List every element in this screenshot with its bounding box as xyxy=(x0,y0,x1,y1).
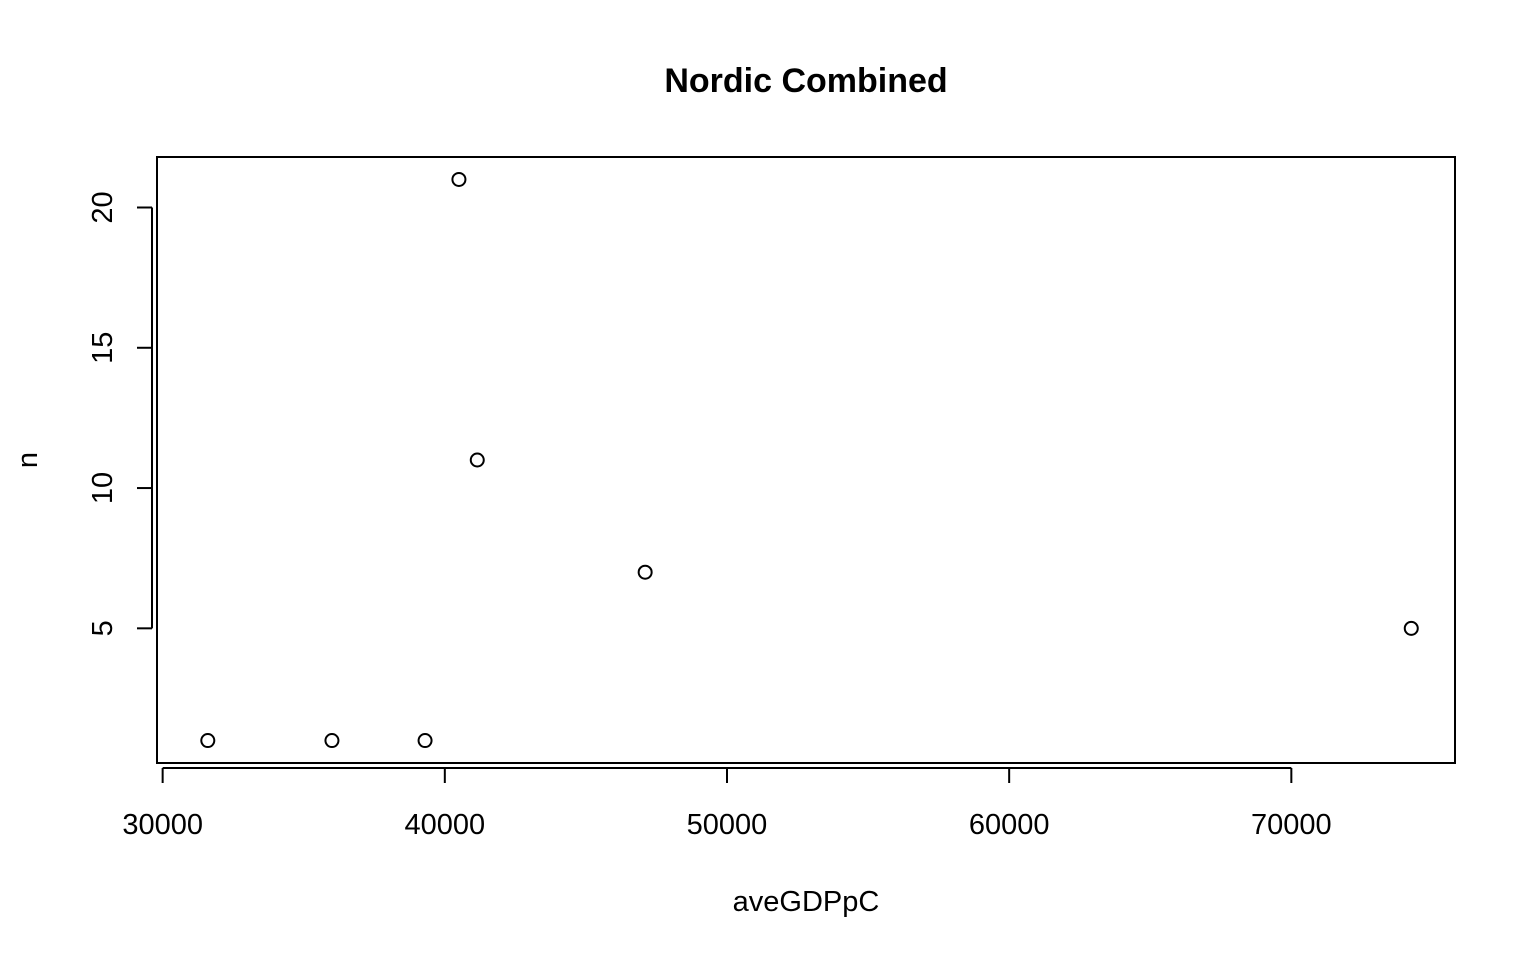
chart-title: Nordic Combined xyxy=(664,62,947,100)
data-point xyxy=(200,733,216,749)
data-points xyxy=(200,171,1419,749)
y-axis: 5 10 15 20 xyxy=(87,191,153,636)
plot-frame xyxy=(156,156,1456,764)
x-axis: 30000 40000 50000 60000 70000 xyxy=(122,767,1332,841)
data-point xyxy=(324,733,340,749)
x-tick-label: 70000 xyxy=(1251,809,1332,841)
x-axis-label: aveGDPpC xyxy=(733,886,880,918)
x-tick-label: 30000 xyxy=(122,809,203,841)
y-tick-label: 15 xyxy=(87,332,119,364)
y-tick-label: 20 xyxy=(87,191,119,223)
x-tick-label: 40000 xyxy=(404,809,485,841)
y-tick-label: 5 xyxy=(87,620,119,636)
y-tick-label: 10 xyxy=(87,472,119,504)
data-point xyxy=(1403,620,1419,636)
y-axis-label: n xyxy=(12,452,44,468)
x-tick-label: 60000 xyxy=(969,809,1050,841)
data-point xyxy=(637,564,653,580)
data-point xyxy=(451,171,467,187)
data-point xyxy=(417,733,433,749)
x-tick-label: 50000 xyxy=(687,809,768,841)
data-point xyxy=(469,452,485,468)
